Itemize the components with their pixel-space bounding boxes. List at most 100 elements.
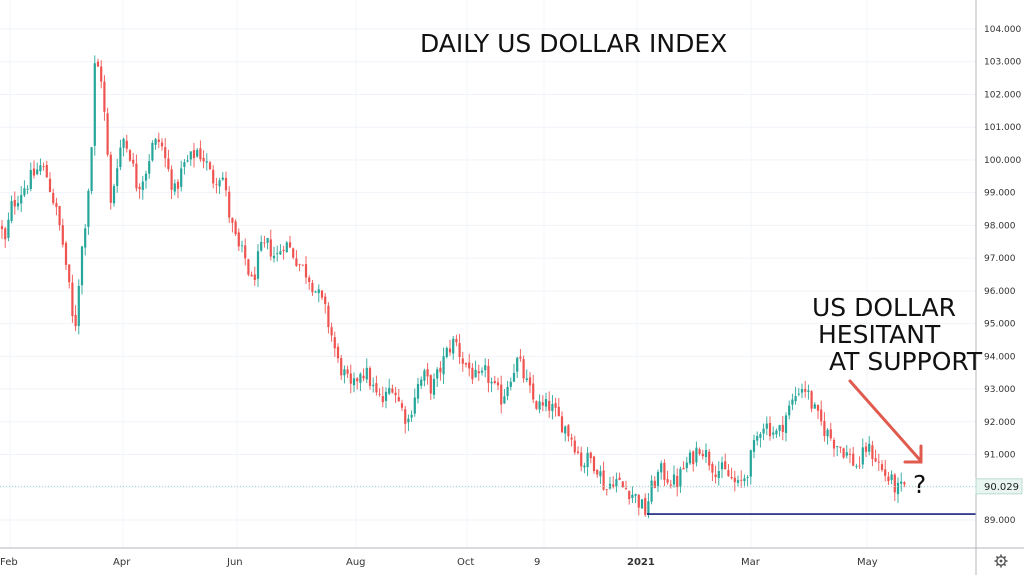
candle xyxy=(548,391,551,418)
candle xyxy=(48,172,52,193)
candle xyxy=(432,373,436,399)
candle xyxy=(557,398,560,417)
gridlines xyxy=(0,0,976,548)
candle xyxy=(816,404,820,420)
candle xyxy=(740,470,743,488)
candle xyxy=(781,415,784,441)
candle xyxy=(45,160,48,178)
candle xyxy=(119,139,122,171)
candle xyxy=(864,442,868,458)
candle xyxy=(448,339,452,356)
candle xyxy=(551,395,554,420)
candle xyxy=(183,159,186,175)
candle xyxy=(900,472,903,492)
candle xyxy=(26,185,29,195)
candle xyxy=(292,247,295,260)
candle xyxy=(599,465,602,484)
candle xyxy=(362,368,365,382)
candle xyxy=(141,175,144,200)
candle xyxy=(720,456,724,479)
candle xyxy=(151,140,154,162)
candle xyxy=(157,132,160,149)
candle xyxy=(400,399,404,412)
x-tick-label: May xyxy=(857,557,878,568)
candle xyxy=(749,449,752,485)
candle xyxy=(160,138,164,151)
candle xyxy=(10,195,13,224)
candle xyxy=(471,363,474,384)
candle xyxy=(343,365,346,384)
candle xyxy=(29,162,32,192)
candle xyxy=(813,402,816,409)
candle xyxy=(93,55,96,156)
candle xyxy=(596,469,599,478)
candle xyxy=(516,356,519,378)
candle xyxy=(212,165,215,189)
annotation: US DOLLAR HESITANT AT SUPPORT ? xyxy=(812,293,983,499)
current-price-label: 90.029 xyxy=(984,482,1019,493)
candle xyxy=(317,284,320,303)
y-tick-label: 96.000 xyxy=(984,287,1016,297)
candle xyxy=(148,153,151,179)
candle xyxy=(637,493,640,516)
candle xyxy=(164,137,167,168)
candle xyxy=(263,235,266,248)
candle xyxy=(458,333,461,365)
candle xyxy=(167,149,170,172)
candle xyxy=(580,446,583,472)
y-tick-label: 94.000 xyxy=(984,352,1016,362)
candle xyxy=(868,436,871,456)
candle xyxy=(128,148,132,162)
y-tick-label: 104.000 xyxy=(984,25,1021,35)
candle xyxy=(112,183,116,207)
candle xyxy=(464,362,468,368)
candle xyxy=(519,349,522,362)
candle xyxy=(340,354,343,380)
candle xyxy=(244,238,247,266)
candle xyxy=(887,471,890,486)
candle xyxy=(410,410,413,422)
candle xyxy=(717,461,720,486)
candle xyxy=(234,219,237,237)
time-axis[interactable]: Feb Apr Jun Aug Oct 9 2021 Mar May xyxy=(0,557,878,568)
candle xyxy=(429,374,432,400)
candle xyxy=(71,274,74,323)
candle xyxy=(775,428,778,438)
candle xyxy=(746,475,749,487)
y-tick-label: 101.000 xyxy=(984,123,1021,133)
candle xyxy=(730,467,733,480)
candle xyxy=(407,414,410,431)
candle xyxy=(877,453,880,472)
candle xyxy=(855,463,858,469)
candle xyxy=(202,150,205,169)
candle xyxy=(724,453,727,470)
candle xyxy=(7,212,10,242)
candle xyxy=(298,263,301,272)
candle xyxy=(445,346,448,359)
candle xyxy=(52,188,55,206)
candle xyxy=(80,245,84,295)
settings-gear-icon[interactable] xyxy=(994,554,1008,568)
candle xyxy=(560,411,564,433)
candle xyxy=(711,461,714,482)
candle xyxy=(685,456,688,473)
candle xyxy=(279,244,282,256)
candle xyxy=(333,331,336,357)
candle xyxy=(829,422,832,441)
candle xyxy=(525,369,528,383)
y-tick-label: 99.000 xyxy=(984,189,1016,199)
price-axis[interactable]: 104.000 103.000 102.000 101.000 100.000 99.00… xyxy=(984,25,1021,526)
candle xyxy=(468,353,471,377)
candle xyxy=(452,335,455,360)
candle xyxy=(858,456,861,470)
candle xyxy=(253,266,256,286)
candle xyxy=(490,377,493,393)
candle xyxy=(768,416,772,441)
candle xyxy=(388,378,391,396)
candle xyxy=(589,451,592,464)
candle xyxy=(288,235,292,249)
candle xyxy=(823,412,826,442)
candle xyxy=(692,450,695,472)
candle xyxy=(532,374,535,404)
candle xyxy=(77,279,80,335)
